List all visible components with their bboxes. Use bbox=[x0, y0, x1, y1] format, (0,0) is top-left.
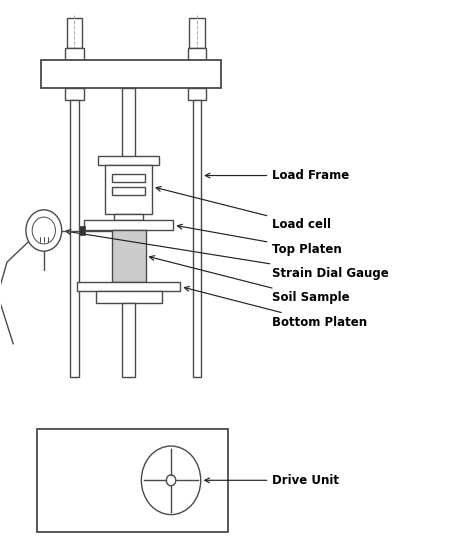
Circle shape bbox=[166, 475, 176, 486]
Bar bbox=[96, 292, 162, 304]
Bar bbox=[115, 214, 143, 220]
Text: Load cell: Load cell bbox=[156, 187, 331, 231]
Text: Soil Sample: Soil Sample bbox=[150, 255, 350, 305]
Bar bbox=[112, 174, 145, 182]
Bar bbox=[41, 60, 220, 88]
Text: Top Platen: Top Platen bbox=[177, 224, 342, 255]
Bar bbox=[122, 304, 135, 377]
Bar bbox=[98, 156, 159, 165]
Circle shape bbox=[141, 446, 201, 515]
Bar bbox=[193, 100, 201, 377]
Bar bbox=[65, 48, 84, 60]
Text: Strain Dial Gauge: Strain Dial Gauge bbox=[66, 230, 389, 280]
Text: Load Frame: Load Frame bbox=[205, 169, 350, 182]
Bar bbox=[105, 165, 152, 214]
Text: Drive Unit: Drive Unit bbox=[205, 474, 339, 487]
Bar bbox=[122, 88, 135, 165]
Bar bbox=[77, 282, 181, 292]
Text: Bottom Platen: Bottom Platen bbox=[184, 287, 367, 329]
Bar bbox=[70, 100, 79, 377]
Bar bbox=[84, 220, 173, 230]
Bar bbox=[36, 429, 228, 532]
Bar bbox=[189, 18, 205, 48]
Circle shape bbox=[26, 210, 62, 251]
Bar bbox=[188, 48, 206, 60]
Bar bbox=[67, 18, 82, 48]
Circle shape bbox=[32, 217, 55, 244]
Bar bbox=[79, 225, 85, 235]
Bar bbox=[112, 230, 146, 282]
Bar bbox=[65, 88, 84, 100]
Bar bbox=[112, 187, 145, 195]
Bar bbox=[188, 88, 206, 100]
